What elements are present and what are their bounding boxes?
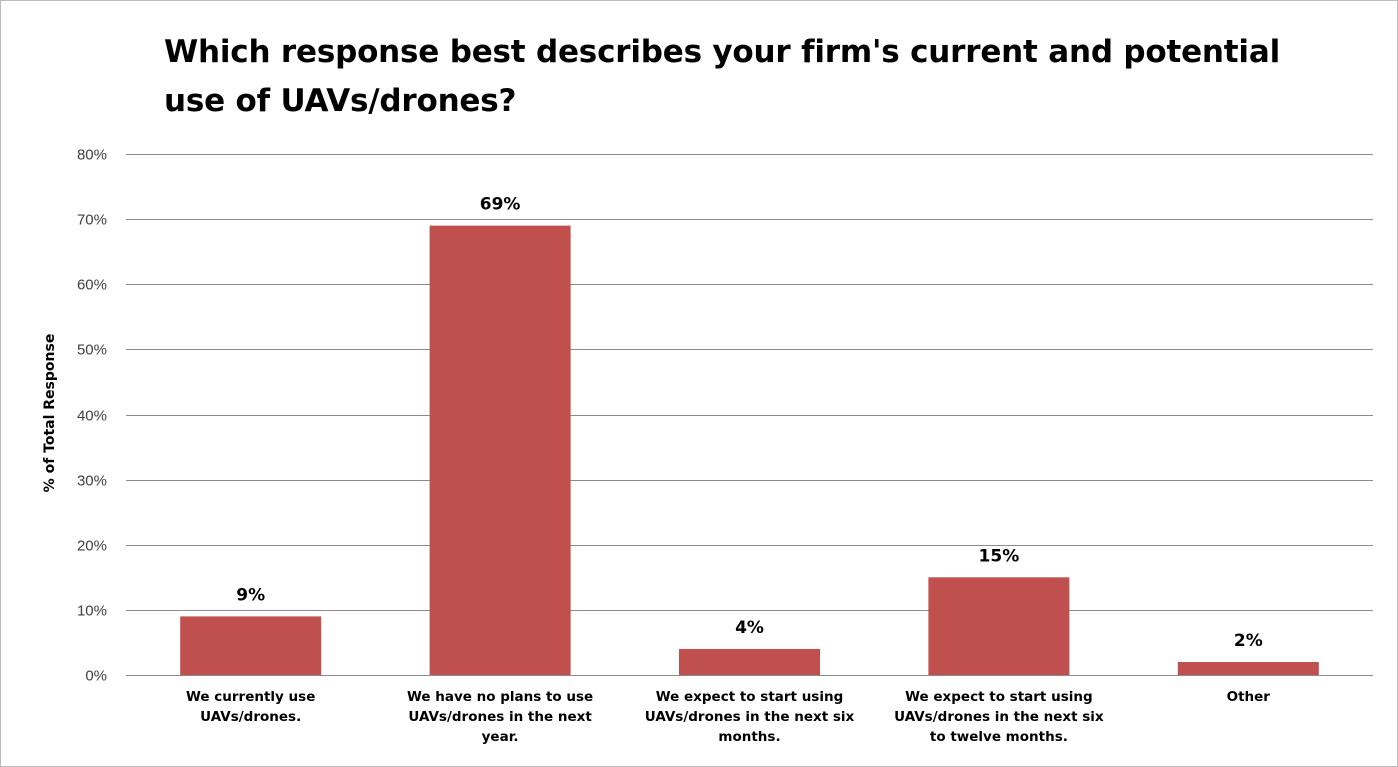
bars [180, 225, 1319, 675]
category-label-3: We expect to start using UAVs/drones in t… [630, 687, 870, 747]
category-label-line: We expect to start using [905, 689, 1093, 705]
category-label-line: We have no plans to use [406, 689, 594, 705]
category-label-line: UAVs/drones in the next [408, 709, 592, 725]
chart-title-line-1: Which response best describes your firm'… [164, 34, 1280, 70]
y-tick-label-80: 80% [77, 147, 107, 164]
y-axis-ticks: 0% 10% 20% 30% 40% 50% 60% 70% 80% [77, 147, 107, 685]
y-tick-label-30: 30% [77, 473, 107, 490]
y-tick-label-70: 70% [77, 212, 107, 229]
category-label-line: months. [718, 729, 781, 745]
y-tick-label-0: 0% [85, 668, 107, 685]
gridlines [126, 154, 1373, 676]
bar-3 [679, 648, 820, 675]
bar-5 [1177, 661, 1319, 675]
category-label-5: Other [1128, 687, 1368, 707]
bar-1 [180, 616, 322, 675]
chart-title-line-2: use of UAVs/drones? [164, 83, 517, 119]
y-tick-label-10: 10% [77, 603, 107, 620]
category-label-line: year. [481, 729, 519, 745]
y-tick-label-20: 20% [77, 538, 107, 555]
data-label-3: 4% [735, 618, 764, 638]
category-label-line: UAVs/drones in the next six [644, 709, 855, 725]
data-label-1: 9% [236, 585, 265, 605]
y-tick-label-60: 60% [77, 277, 107, 294]
bar-2 [429, 225, 571, 675]
data-labels: 9% 69% 4% 15% 2% [236, 195, 1262, 651]
data-label-5: 2% [1234, 631, 1263, 651]
category-label-4: We expect to start using UAVs/drones in t… [879, 687, 1119, 747]
category-label-1: We currently use UAVs/drones. [131, 687, 371, 727]
category-label-line: We expect to start using [655, 689, 844, 705]
y-tick-label-50: 50% [77, 342, 107, 359]
data-label-4: 15% [979, 546, 1020, 566]
category-label-line: We currently use [186, 689, 316, 705]
y-axis-label: % of Total Response [42, 334, 58, 493]
y-tick-label-40: 40% [77, 408, 107, 425]
data-label-2: 69% [480, 195, 521, 215]
category-label-line: to twelve months. [929, 729, 1068, 745]
category-label-line: UAVs/drones. [200, 709, 302, 725]
category-label-2: We have no plans to use UAVs/drones in th… [380, 687, 620, 747]
bar-4 [928, 577, 1070, 675]
category-label-line: Other [1226, 689, 1270, 705]
category-label-line: UAVs/drones in the next six [894, 709, 1104, 725]
